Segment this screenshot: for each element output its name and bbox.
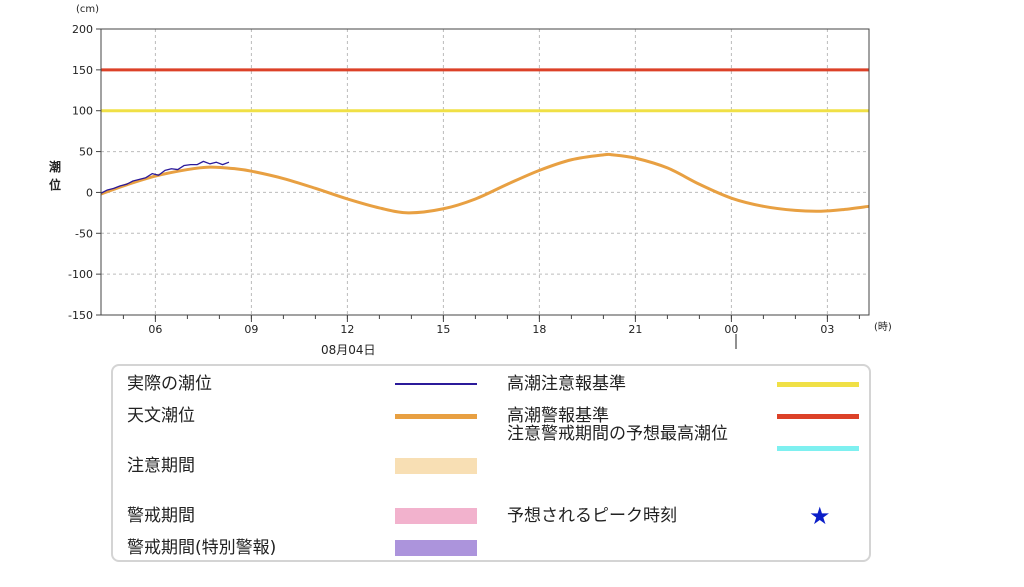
x-axis: 06 09 12 15 18 21 00 03	[122, 315, 860, 336]
legend-label: 警戒期間(特別警報)	[127, 538, 277, 558]
y-axis: 200 150 100 50 0 -50 -100 -150	[68, 23, 101, 322]
x-tick-label: 00	[724, 323, 738, 336]
grid-lines	[101, 29, 869, 315]
legend-label: 天文潮位	[127, 406, 195, 426]
tide-chart: 200 150 100 50 0 -50 -100 -150 06 09 12 15 18 21 00 03…	[49, 4, 892, 357]
legend-swatch	[395, 508, 477, 524]
legend-label: 実際の潮位	[127, 374, 212, 394]
legend-label: 高潮警報基準	[507, 406, 609, 426]
legend-box: 実際の潮位天文潮位注意期間警戒期間警戒期間(特別警報) 高潮注意報基準 高潮警報基準…	[111, 364, 871, 562]
x-tick-label: 09	[244, 323, 258, 336]
x-tick-label: 18	[532, 323, 546, 336]
legend-swatch	[395, 413, 477, 419]
legend-swatch	[777, 445, 859, 451]
legend-label: 高潮注意報基準	[507, 374, 626, 394]
x-tick-label: 12	[340, 323, 354, 336]
legend-label: 注意警戒期間の予想最高潮位	[507, 424, 728, 444]
y-tick-label: 0	[86, 186, 93, 199]
y-tick-label: -50	[75, 227, 93, 240]
y-axis-label-1: 潮	[49, 159, 61, 174]
threshold-lines	[101, 68, 869, 113]
y-tick-label: 50	[79, 146, 93, 159]
y-tick-label: 150	[72, 64, 93, 77]
y-unit-label: (cm)	[76, 4, 99, 15]
plot-frame	[100, 28, 870, 316]
y-tick-label: -100	[68, 268, 93, 281]
x-tick-label: 21	[628, 323, 642, 336]
y-tick-label: 200	[72, 23, 93, 36]
y-tick-label: -150	[68, 309, 93, 322]
astronomical-tide-line	[100, 152, 870, 215]
x-tick-label: 06	[148, 323, 162, 336]
legend-swatch	[777, 413, 859, 419]
y-axis-label-2: 位	[49, 177, 61, 192]
actual-tide-line	[100, 160, 230, 194]
legend-swatch	[395, 540, 477, 556]
legend-label: 警戒期間	[127, 506, 195, 526]
legend-swatch	[395, 458, 477, 474]
y-tick-label: 100	[72, 105, 93, 118]
x-tick-label: 15	[436, 323, 450, 336]
x-unit-label: (時)	[874, 321, 892, 333]
legend-label: 注意期間	[127, 456, 195, 476]
legend-swatch	[395, 383, 477, 385]
date-label: 08月04日	[321, 343, 376, 357]
series-lines	[100, 152, 870, 215]
legend-label: 予想されるピーク時刻	[507, 506, 677, 526]
peak-star-icon: ★	[809, 502, 831, 530]
legend-swatch	[777, 381, 859, 387]
x-tick-label: 03	[820, 323, 834, 336]
